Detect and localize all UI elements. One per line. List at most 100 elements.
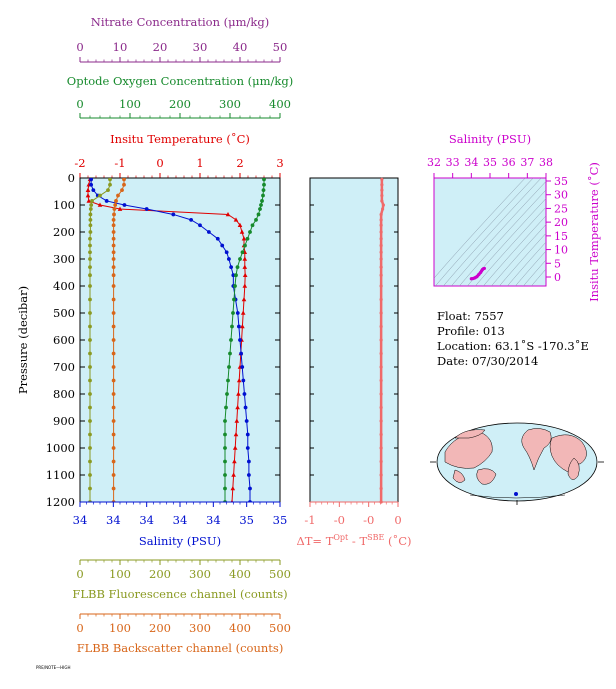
oxygen-point <box>226 378 230 383</box>
oxygen-point <box>229 338 233 342</box>
fluorescence-point <box>88 212 93 217</box>
temperature-point <box>233 432 239 437</box>
oxygen-point <box>228 351 232 356</box>
salinity-point <box>104 199 109 203</box>
fluorescence-point <box>88 207 93 211</box>
ts-density-contour <box>507 241 546 286</box>
deltaT-axes: -1 -0 -0 0 ΔT= TOpt - TSBE (˚C) <box>296 177 412 548</box>
deltaT-axis-title: ΔT= TOpt - TSBE (˚C) <box>296 533 411 548</box>
backscatter-point <box>111 250 116 255</box>
ts-salinity-tick-label: 33 <box>446 156 460 169</box>
fluorescence-line <box>89 179 111 502</box>
backscatter-tick-label: 300 <box>189 621 211 635</box>
ts-point <box>475 275 479 279</box>
ts-density-contour <box>515 250 546 286</box>
backscatter-point <box>111 446 116 450</box>
deltaT-tick-label: -1 <box>304 513 315 527</box>
salinity-tick-label: 34 <box>206 513 221 527</box>
temperature-point <box>236 378 242 383</box>
temperature-line <box>87 179 246 502</box>
fluorescence-point <box>88 486 92 491</box>
fluorescence-point <box>88 432 92 437</box>
backscatter-point <box>111 217 116 222</box>
temperature-point <box>97 202 103 207</box>
deltaT-point <box>379 392 383 396</box>
backscatter-point <box>111 378 116 383</box>
deltaT-point <box>380 188 384 192</box>
temperature-point <box>230 486 236 491</box>
fluorescence-point <box>88 257 92 261</box>
ts-temperature-tick-label: 25 <box>554 202 568 215</box>
salinity-point <box>240 365 245 369</box>
ts-temperature-tick-label: 15 <box>554 230 568 243</box>
salinity-point <box>144 207 149 211</box>
oxygen-point <box>243 243 247 248</box>
footer-stamp: PRE/NOTE—HIGH <box>36 665 71 670</box>
fluorescence-point <box>88 284 92 288</box>
oxygen-point <box>238 257 242 261</box>
ts-density-contour <box>523 259 546 286</box>
backscatter-point <box>111 243 116 248</box>
backscatter-point <box>111 419 116 423</box>
fluorescence-point <box>88 265 92 269</box>
backscatter-point <box>111 236 116 241</box>
temperature-point <box>242 256 248 261</box>
deltaT-point <box>379 365 383 369</box>
deltaT-point <box>379 297 383 302</box>
backscatter-point <box>111 459 116 464</box>
oxygen-point <box>240 250 245 255</box>
deltaT-title-part: ΔT= T <box>296 534 333 548</box>
ts-density-contour <box>475 206 546 286</box>
backscatter-point <box>111 324 116 329</box>
deltaT-plot-area <box>309 177 399 503</box>
fluorescence-tick-label: 100 <box>109 567 131 581</box>
backscatter-point <box>113 203 118 207</box>
fluorescence-point <box>106 188 110 193</box>
oxygen-tick-label: 0 <box>76 97 83 111</box>
ts-salinity-tick-label: 37 <box>520 156 534 169</box>
backscatter-axis-title: FLBB Backscatter channel (counts) <box>77 641 284 655</box>
oxygen-point <box>223 486 227 491</box>
backscatter-tick-label: 400 <box>229 621 251 635</box>
salinity-point <box>238 338 242 342</box>
oxygen-tick-label: 100 <box>119 97 141 111</box>
fluorescence-point <box>89 203 94 207</box>
backscatter-tick-label: 200 <box>149 621 171 635</box>
backscatter-point <box>114 199 118 203</box>
nitrate-tick-label: 50 <box>273 40 288 54</box>
deltaT-point <box>379 351 383 356</box>
deltaT-tick-label: -0 <box>363 513 374 527</box>
fluorescence-point <box>88 392 92 396</box>
deltaT-point <box>379 446 383 450</box>
temperature-point <box>235 405 240 410</box>
temperature-tick-label: 1 <box>196 156 203 170</box>
ts-temperature-tick-label: 5 <box>554 257 561 270</box>
temperature-point <box>239 229 245 234</box>
temperature-point <box>241 236 247 241</box>
ts-temperature-title: Insitu Temperature (˚C) <box>587 162 601 302</box>
deltaT-point <box>380 177 384 181</box>
fluorescence-axis-title: FLBB Fluorescence channel (counts) <box>72 587 287 601</box>
oxygen-point <box>260 199 264 203</box>
fluorescence-point <box>88 250 92 255</box>
backscatter-point <box>116 193 120 198</box>
fluorescence-point <box>88 297 92 302</box>
pressure-tick-label: 0 <box>68 171 75 185</box>
nitrate-tick-label: 30 <box>193 40 208 54</box>
salinity-point <box>91 188 96 193</box>
deltaT-point <box>379 486 383 491</box>
deltaT-point <box>379 218 383 222</box>
fluorescence-point <box>88 473 92 477</box>
ts-temperature-tick-label: 30 <box>554 189 568 202</box>
salinity-point <box>244 419 249 423</box>
oxygen-point <box>245 236 250 241</box>
temperature-point <box>117 206 123 211</box>
oxygen-point <box>235 265 240 269</box>
salinity-point <box>235 311 240 315</box>
oxygen-point <box>224 405 228 410</box>
salinity-point <box>231 273 236 278</box>
oxygen-point <box>234 273 238 278</box>
oxygen-point <box>232 297 236 302</box>
